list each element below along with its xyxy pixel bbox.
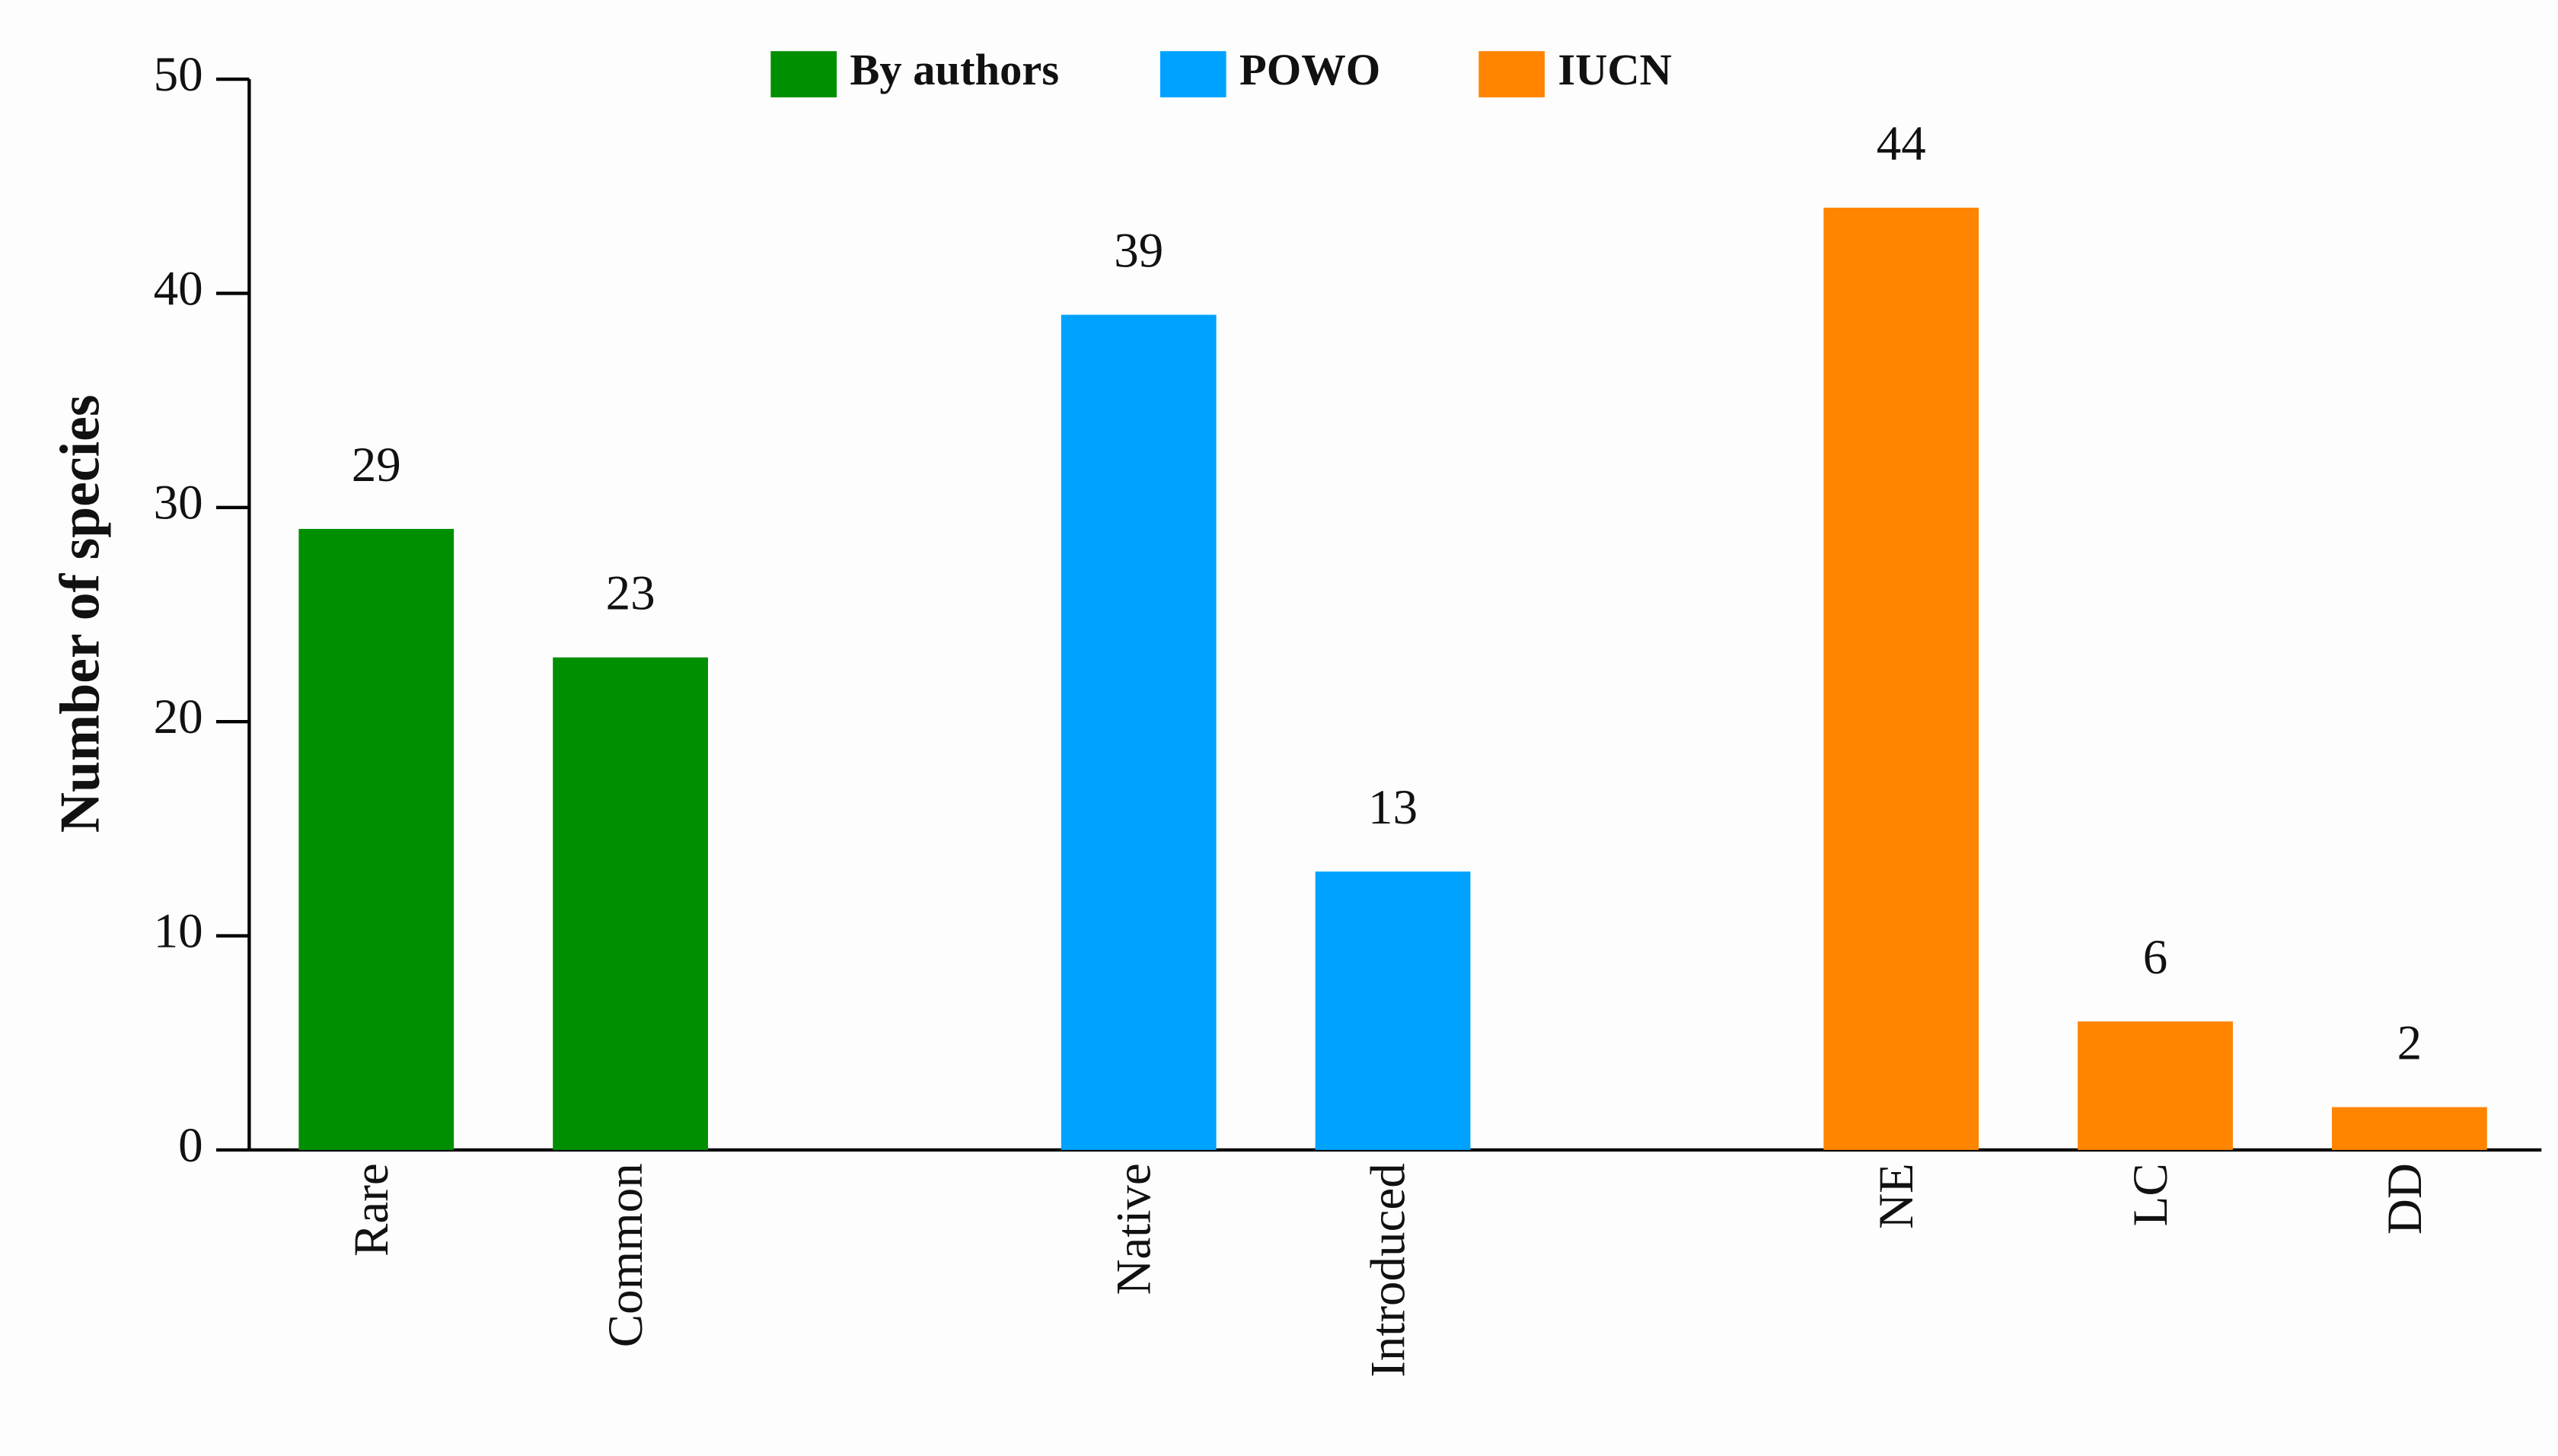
y-tick-label: 0 [178,1118,203,1173]
legend-swatch [1159,51,1226,97]
bar [2078,1021,2233,1150]
bar [298,528,455,1150]
x-tick-label: NE [1869,1163,1924,1229]
value-label: 23 [606,566,655,621]
y-tick-label: 50 [154,47,203,102]
legend-label: IUCN [1558,45,1672,94]
y-tick-label: 10 [154,903,203,958]
x-tick-label: Introduced [1360,1163,1415,1378]
x-tick-label: DD [2378,1163,2432,1235]
value-label: 2 [2397,1016,2422,1071]
y-tick-label: 20 [154,690,203,744]
bar [1823,207,1979,1150]
value-label: 13 [1368,780,1418,835]
value-label: 44 [1877,116,1926,171]
bar [2331,1107,2487,1150]
y-tick-label: 40 [154,261,203,316]
legend-swatch [1478,51,1545,97]
legend-swatch [770,51,837,97]
bar [1315,871,1471,1150]
x-tick-label: Common [598,1163,653,1347]
x-tick-label: Rare [344,1163,399,1257]
value-label: 6 [2143,930,2168,985]
value-label: 29 [352,438,401,492]
legend-label: By authors [850,45,1059,94]
x-tick-label: Native [1107,1163,1162,1295]
y-axis-label: Number of species [49,394,111,833]
value-label: 39 [1114,223,1163,278]
y-tick-label: 30 [154,476,203,530]
legend-label: POWO [1239,45,1380,94]
bar [1061,314,1217,1150]
bar [553,657,708,1150]
x-tick-label: LC [2123,1163,2178,1226]
